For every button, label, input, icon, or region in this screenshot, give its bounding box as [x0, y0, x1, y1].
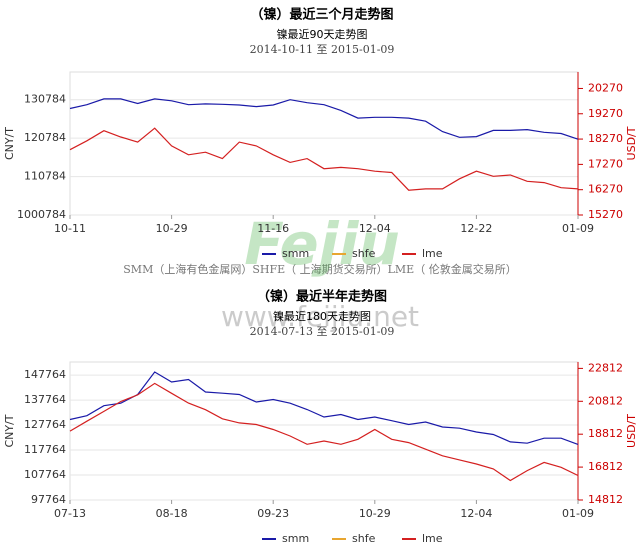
legend-label: shfe — [352, 247, 376, 260]
chart-subtitle: 镍最近90天走势图 — [277, 27, 368, 41]
chart-title: （镍）最近半年走势图 — [257, 289, 387, 305]
x-tick-label: 01-09 — [562, 507, 594, 520]
y2-axis-label: USD/T — [625, 126, 638, 160]
x-tick-label: 12-04 — [359, 222, 391, 235]
y2-tick-label: 18270 — [588, 132, 623, 145]
legend-label: lme — [422, 247, 443, 260]
series-line — [69, 98, 579, 140]
x-tick-label: 12-22 — [460, 222, 492, 235]
y2-tick-label: 20270 — [588, 81, 623, 94]
y-tick-label: 97764 — [31, 493, 66, 506]
y2-tick-label: 16270 — [588, 183, 623, 196]
y-tick-label: 107764 — [24, 468, 66, 481]
y2-axis-label: USD/T — [625, 414, 638, 448]
y2-tick-label: 15270 — [588, 208, 623, 221]
date-range: 2014-07-13 至 2015-01-09 — [250, 325, 395, 338]
y-tick-label: 147764 — [24, 368, 66, 381]
y2-tick-label: 22812 — [588, 361, 623, 374]
y2-tick-label: 18812 — [588, 427, 623, 440]
y2-tick-label: 16812 — [588, 460, 623, 473]
series-line — [69, 382, 579, 482]
x-tick-label: 10-29 — [359, 507, 391, 520]
date-range: 2014-10-11 至 2015-01-09 — [250, 43, 395, 56]
x-tick-label: 10-11 — [54, 222, 86, 235]
legend-label: smm — [282, 247, 309, 260]
plot-area — [69, 71, 579, 216]
source-note: SMM（上海有色金属网）SHFE（ 上海期货交易所）LME（ 伦敦金属交易所） — [123, 262, 516, 276]
series-line — [69, 371, 579, 445]
chart-title: （镍）最近三个月走势图 — [250, 7, 393, 23]
series-line — [69, 127, 579, 191]
x-tick-label: 09-23 — [257, 507, 289, 520]
y-tick-label: 137764 — [24, 393, 66, 406]
y-tick-label: 117764 — [24, 443, 66, 456]
y2-tick-label: 14812 — [588, 493, 623, 506]
legend-label: shfe — [352, 532, 376, 545]
y-axis-label: CNY/T — [3, 414, 16, 447]
watermark-logo: Fejiu — [244, 210, 400, 278]
y-tick-label: 1000784 — [17, 208, 66, 221]
plot-area — [69, 361, 579, 501]
y-tick-label: 120784 — [24, 131, 66, 144]
y-tick-label: 110784 — [24, 170, 66, 183]
y-tick-label: 130784 — [24, 93, 66, 106]
x-tick-label: 10-29 — [156, 222, 188, 235]
x-tick-label: 01-09 — [562, 222, 594, 235]
y-axis-label: CNY/T — [3, 127, 16, 160]
legend-label: smm — [282, 532, 309, 545]
x-tick-label: 07-13 — [54, 507, 86, 520]
y2-tick-label: 20812 — [588, 394, 623, 407]
y-tick-label: 127764 — [24, 418, 66, 431]
chart-subtitle: 镍最近180天走势图 — [273, 309, 371, 323]
watermark-url: www.feijiu.net — [221, 300, 419, 333]
x-tick-label: 12-04 — [460, 507, 492, 520]
legend-label: lme — [422, 532, 443, 545]
y2-tick-label: 19270 — [588, 107, 623, 120]
x-tick-label: 11-16 — [257, 222, 289, 235]
x-tick-label: 08-18 — [156, 507, 188, 520]
y2-tick-label: 17270 — [588, 157, 623, 170]
